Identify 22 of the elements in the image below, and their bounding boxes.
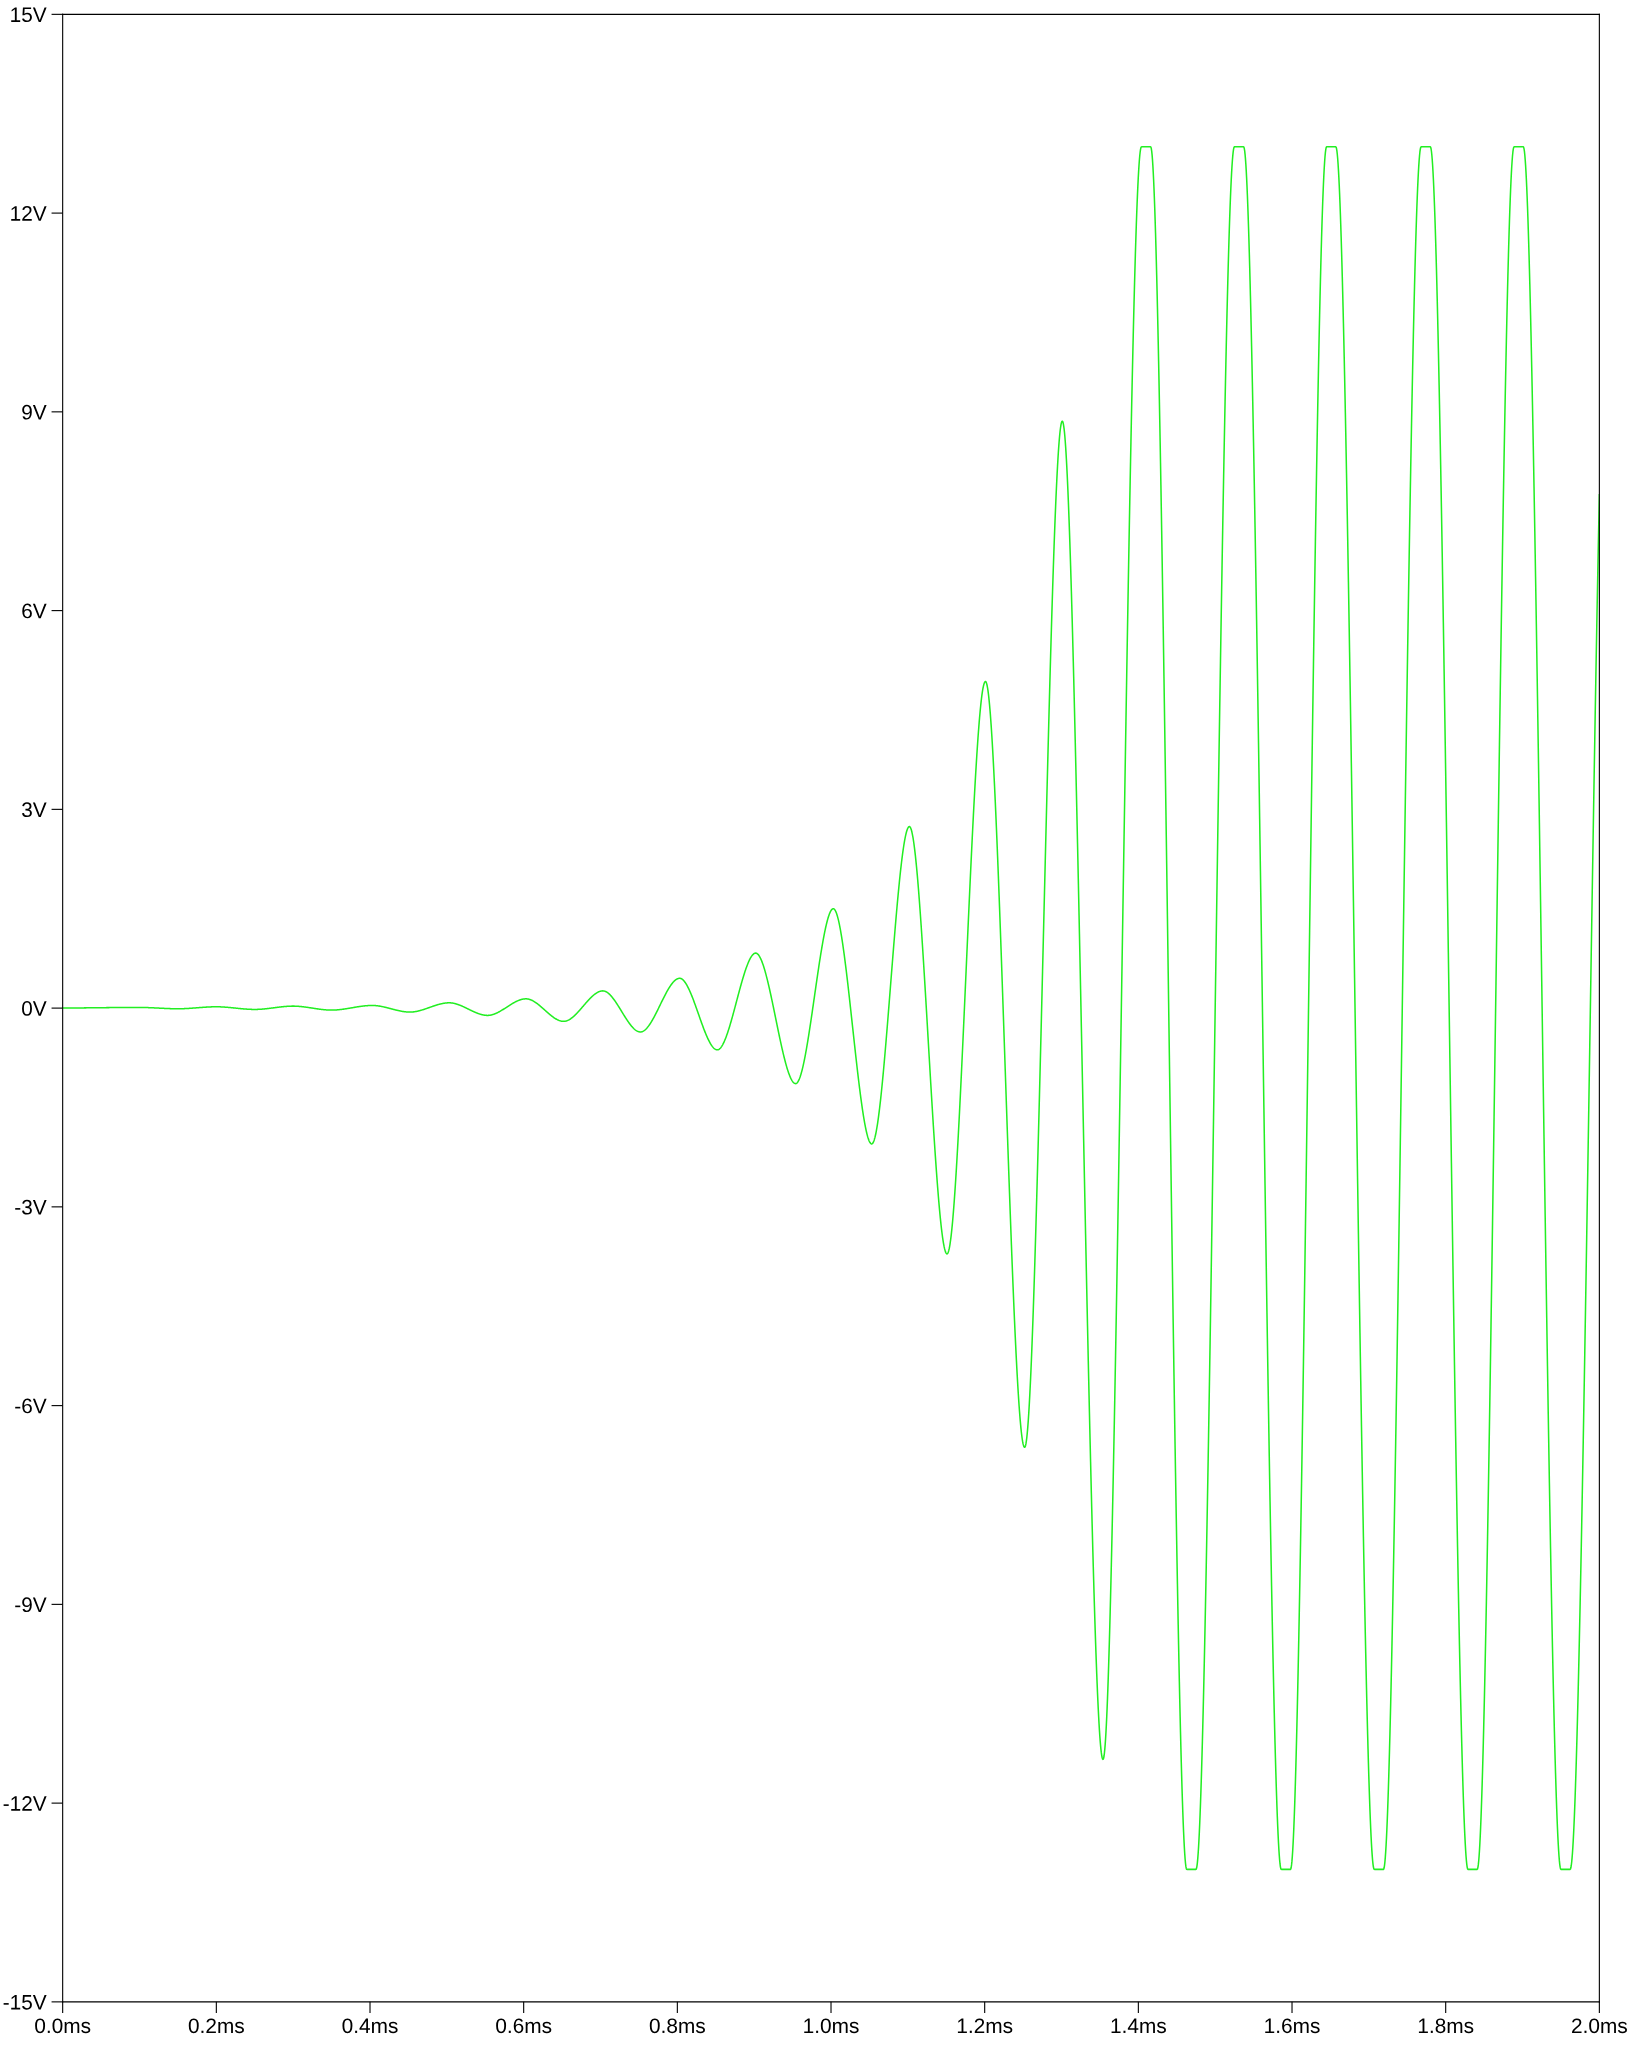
y-tick-label: -9V bbox=[15, 1597, 47, 1613]
x-tick-label: 0.6ms bbox=[496, 2018, 552, 2034]
y-tick-label: -15V bbox=[3, 1995, 47, 2010]
x-tick-label: 1.8ms bbox=[1418, 2018, 1474, 2034]
x-tick-label: 1.2ms bbox=[957, 2018, 1013, 2034]
y-tick-label: 15V bbox=[11, 7, 47, 23]
x-tick-label: 0.8ms bbox=[649, 2018, 705, 2034]
x-tick-label: 0.0ms bbox=[35, 2018, 91, 2034]
x-tick-label: 1.4ms bbox=[1111, 2018, 1166, 2034]
y-tick-label: -3V bbox=[15, 1199, 47, 1215]
x-tick-label: 0.4ms bbox=[342, 2018, 398, 2034]
y-tick-label: 6V bbox=[22, 603, 47, 619]
y-tick-label: -6V bbox=[15, 1398, 47, 1414]
x-tick-label: 1.0ms bbox=[804, 2018, 859, 2034]
y-tick-label: 3V bbox=[22, 802, 47, 818]
y-tick-label: 9V bbox=[22, 404, 47, 420]
y-tick-label: -12V bbox=[3, 1796, 47, 1811]
y-tick-label: 0V bbox=[22, 1001, 47, 1016]
x-tick-label: 1.6ms bbox=[1265, 2018, 1320, 2034]
x-tick-label: 0.2ms bbox=[188, 2018, 244, 2034]
y-tick-label: 12V bbox=[11, 206, 47, 221]
x-tick-label: 2.0ms bbox=[1572, 2018, 1627, 2034]
